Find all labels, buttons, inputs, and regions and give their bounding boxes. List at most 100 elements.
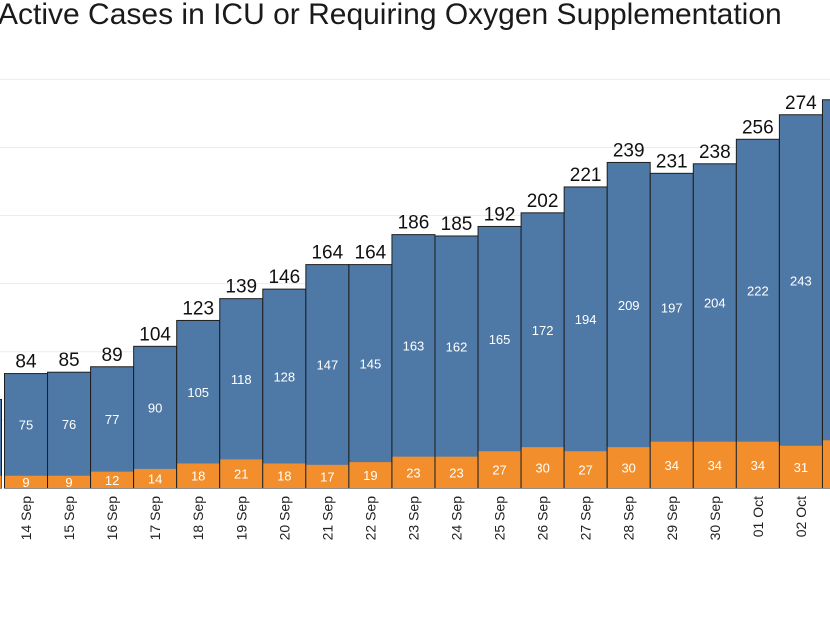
x-tick-label: 30 Sep [707, 496, 723, 541]
bar-segment-orange [5, 475, 47, 488]
total-label: 104 [139, 324, 171, 345]
x-tick-label: 17 Sep [147, 496, 163, 541]
total-label: 123 [182, 298, 214, 319]
bar-segment-orange [392, 456, 435, 488]
total-label: 274 [785, 93, 817, 114]
data-label-blue: 197 [661, 301, 683, 316]
total-label: 89 [102, 345, 123, 366]
bar-segment-orange [48, 475, 91, 488]
data-label-orange: 30 [621, 461, 635, 476]
data-label-blue: 75 [19, 418, 33, 433]
chart-title: Active Cases in ICU or Requiring Oxygen … [0, 0, 782, 31]
bar-segment-orange [306, 464, 349, 488]
bar-segment-blue [434, 235, 479, 489]
bar-clipped-right [821, 99, 830, 489]
bar-segment-blue [735, 138, 780, 489]
bar-segment-blue [477, 225, 522, 489]
bar-segment-orange [478, 451, 521, 488]
data-label-blue: 172 [532, 323, 554, 338]
data-label-orange: 19 [363, 468, 377, 483]
total-label: 85 [58, 350, 79, 371]
x-tick-label: 26 Sep [535, 496, 551, 541]
bar-labels: 75 9 84 76 9 85 77 12 89 90 14 104 105 18 123 118 21 139 1… [15, 93, 817, 490]
bar-segment-blue [90, 366, 135, 489]
bar-segment-orange [607, 447, 650, 488]
x-tick-label: 15 Sep [61, 496, 77, 541]
total-label: 185 [441, 214, 473, 235]
total-label: 146 [268, 267, 300, 288]
total-label: 139 [225, 277, 257, 298]
data-label-blue: 194 [575, 312, 597, 327]
bar-segment-orange [650, 441, 693, 488]
bar-segment-orange [91, 471, 134, 488]
data-label-blue: 163 [403, 339, 425, 354]
bar-clipped-left-orange [0, 475, 2, 488]
x-tick-label: 29 Sep [664, 496, 680, 541]
x-tick-label: 14 Sep [18, 496, 34, 541]
x-axis: 14 Sep 15 Sep 16 Sep 17 Sep 18 Sep 19 Sep 20 S… [18, 496, 809, 541]
bar-segment-orange [435, 456, 478, 488]
bar-segment-blue [692, 163, 737, 489]
data-label-blue: 145 [360, 356, 382, 371]
data-label-orange: 34 [751, 458, 765, 473]
data-label-orange: 17 [320, 469, 334, 484]
data-label-blue: 76 [62, 417, 76, 432]
bar-segment-orange [349, 462, 392, 488]
x-tick-label: 22 Sep [362, 496, 378, 541]
bar-segment-orange [521, 447, 564, 488]
data-label-orange: 12 [105, 473, 119, 488]
data-label-orange: 34 [665, 458, 679, 473]
bar-segment-blue [219, 298, 264, 489]
x-tick-label: 28 Sep [621, 496, 637, 541]
data-label-blue: 147 [316, 358, 338, 373]
bar-segment-blue [133, 345, 178, 489]
data-label-orange: 9 [22, 475, 29, 490]
data-label-orange: 27 [492, 463, 506, 478]
x-tick-label: 19 Sep [233, 496, 249, 541]
total-label: 84 [15, 352, 37, 373]
bar-segment-orange [693, 441, 736, 488]
data-label-blue: 118 [231, 372, 252, 387]
total-label: 186 [398, 213, 430, 234]
x-tick-label: 18 Sep [190, 496, 206, 541]
total-label: 164 [311, 243, 343, 264]
data-label-orange: 9 [65, 475, 72, 490]
x-tick-label: 27 Sep [578, 496, 594, 541]
bar-segment-blue [391, 234, 436, 489]
x-tick-label: 21 Sep [319, 496, 335, 541]
total-label: 238 [699, 142, 731, 163]
data-label-blue: 209 [618, 298, 640, 313]
bar-clipped-right-orange [822, 440, 830, 488]
data-label-orange: 34 [708, 458, 722, 473]
bar-segment-orange [134, 468, 177, 488]
total-label: 164 [355, 243, 387, 264]
bar-segment-blue [606, 161, 651, 489]
bar-segment-blue [47, 371, 92, 489]
bar-segment-blue [262, 288, 307, 489]
data-label-orange: 23 [406, 465, 420, 480]
bar-segment-blue [649, 172, 694, 489]
bar-segment-blue [348, 264, 393, 489]
total-label: 202 [527, 191, 559, 212]
bar-segment-orange [736, 441, 779, 488]
data-label-blue: 162 [446, 339, 468, 354]
bar-segment-orange [564, 451, 607, 488]
total-label: 256 [742, 117, 774, 138]
data-label-orange: 21 [234, 467, 248, 482]
total-label: 192 [484, 204, 516, 225]
data-label-blue: 222 [747, 283, 769, 298]
bar-segment-blue [305, 264, 350, 489]
x-tick-label: 01 Oct [750, 496, 766, 537]
data-label-blue: 90 [148, 401, 162, 416]
data-label-orange: 18 [277, 469, 291, 484]
data-label-blue: 77 [105, 412, 119, 427]
x-tick-label: 16 Sep [104, 496, 120, 541]
data-label-blue: 105 [187, 385, 209, 400]
total-label: 239 [613, 140, 645, 161]
data-label-orange: 23 [449, 465, 463, 480]
bar-segment-blue [176, 319, 221, 489]
bar-segment-blue [563, 186, 608, 489]
total-label: 221 [570, 165, 602, 186]
data-label-blue: 165 [489, 332, 511, 347]
